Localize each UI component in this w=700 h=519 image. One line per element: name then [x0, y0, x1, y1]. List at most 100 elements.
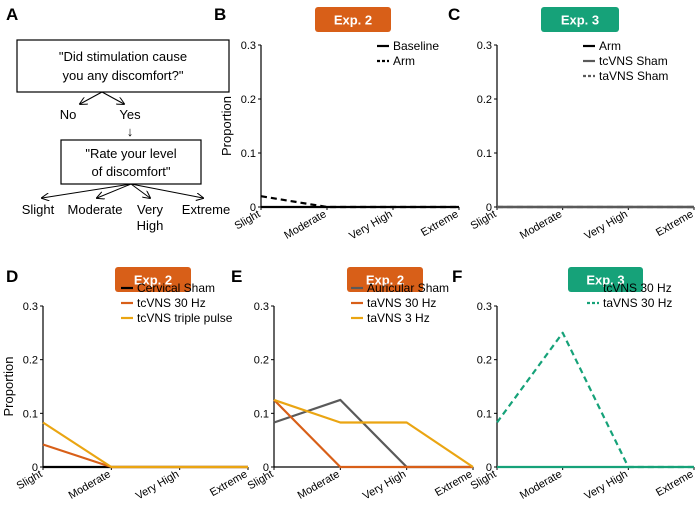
panel-letter-e: E — [231, 267, 242, 286]
arrow-slight — [42, 183, 132, 198]
y-axis-title-b: Proportion — [219, 96, 234, 156]
arrow-moderate — [97, 183, 132, 198]
x-tick-label-b: Extreme — [419, 208, 460, 239]
series-line-e-3 — [273, 398, 474, 468]
legend-label-d-1: Cervical Sham — [137, 281, 215, 295]
x-tick-label-f: Slight — [469, 468, 499, 492]
legend-label-d-3: tcVNS triple pulse — [137, 311, 233, 325]
y-tick-label-f: 0 — [486, 462, 492, 474]
series-line-e-2 — [273, 399, 473, 469]
x-tick-label-f: Extreme — [654, 468, 695, 499]
legend-label-e-3: taVNS 3 Hz — [367, 311, 430, 325]
option-moderate: Moderate — [68, 202, 123, 217]
x-tick-label-b: Moderate — [282, 208, 328, 242]
x-tick-label-e: Moderate — [296, 468, 342, 502]
y-tick-label-d: 0.1 — [23, 408, 38, 420]
x-tick-label-c: Extreme — [654, 208, 695, 239]
legend-label-f-2: taVNS 30 Hz — [603, 296, 672, 310]
x-tick-label-e: Very High — [361, 468, 408, 502]
y-tick-label-e: 0 — [263, 462, 269, 474]
experiment-badge-f — [568, 267, 643, 292]
experiment-badge-c — [541, 7, 619, 32]
x-tick-label-e: Slight — [246, 468, 276, 492]
experiment-badge-label-c: Exp. 3 — [561, 13, 599, 28]
flowchart-panel: A "Did stimulation cause you any discomf… — [6, 5, 230, 233]
chart-c: C Exp. 3 0 0.1 0.2 0.3 Slight Moderate Very High… — [448, 5, 696, 242]
chart-d: D Exp. 2 0 0.1 0.2 0.3 Slight Moderate Very High… — [1, 267, 250, 502]
chart-b: B Exp. 2 0 0.1 0.2 0.3 Slight Moderate Very High… — [214, 5, 461, 242]
legend-label-d-2: tcVNS 30 Hz — [137, 296, 206, 310]
arrow-very-high — [130, 183, 150, 198]
y-tick-label-c: 0.1 — [477, 148, 492, 160]
arrow-no — [80, 91, 103, 104]
legend-label-b-2: Arm — [393, 54, 415, 68]
y-tick-label-f: 0.3 — [477, 301, 492, 313]
x-tick-label-d: Moderate — [67, 468, 113, 502]
arrow-extreme — [130, 183, 203, 198]
question-1-line-1: "Did stimulation cause — [59, 49, 187, 64]
experiment-badge-label-e: Exp. 2 — [366, 273, 404, 288]
question-box-1 — [16, 39, 230, 93]
series-line-f-2 — [496, 331, 694, 469]
y-tick-label-e: 0.2 — [254, 355, 269, 367]
legend-label-f-1: tcVNS 30 Hz — [603, 281, 672, 295]
x-tick-label-c: Slight — [469, 208, 499, 232]
experiment-badge-label-f: Exp. 3 — [586, 273, 624, 288]
x-tick-label-d: Extreme — [208, 468, 249, 499]
y-tick-label-c: 0.3 — [477, 40, 492, 52]
down-arrow-icon: ↓ — [127, 124, 134, 139]
question-1-line-2: you any discomfort?" — [63, 68, 184, 83]
series-line-d-3 — [42, 421, 248, 469]
x-tick-label-c: Moderate — [518, 208, 564, 242]
y-tick-label-e: 0.3 — [254, 301, 269, 313]
option-slight: Slight — [22, 202, 55, 217]
panel-letter-b: B — [214, 5, 226, 24]
y-tick-label-b: 0.2 — [241, 94, 256, 106]
series-line-b-2 — [260, 195, 459, 209]
chart-e: E Exp. 2 0 0.1 0.2 0.3 Slight Moderate Very High… — [231, 267, 475, 502]
y-tick-label-b: 0.1 — [241, 148, 256, 160]
option-very-high-second-line: High — [137, 218, 164, 233]
x-tick-label-c: Very High — [583, 208, 630, 242]
option-extreme: Extreme — [182, 202, 230, 217]
x-tick-label-b: Very High — [347, 208, 394, 242]
y-tick-label-c: 0 — [486, 202, 492, 214]
question-2-line-2: of discomfort" — [91, 164, 170, 179]
y-tick-label-b: 0.3 — [241, 40, 256, 52]
x-tick-label-f: Moderate — [518, 468, 564, 502]
x-tick-label-b: Slight — [233, 208, 263, 232]
x-tick-label-d: Slight — [15, 468, 45, 492]
y-tick-label-b: 0 — [250, 202, 256, 214]
question-2-line-1: "Rate your level — [85, 146, 176, 161]
legend-label-b-1: Baseline — [393, 39, 439, 53]
option-very: Very — [137, 202, 164, 217]
y-tick-label-f: 0.2 — [477, 355, 492, 367]
x-tick-label-e: Extreme — [433, 468, 474, 499]
y-tick-label-f: 0.1 — [477, 408, 492, 420]
experiment-badge-label-d: Exp. 2 — [134, 273, 172, 288]
experiment-badge-e — [347, 267, 423, 292]
x-tick-label-d: Very High — [134, 468, 181, 502]
y-tick-label-c: 0.2 — [477, 94, 492, 106]
experiment-badge-d — [115, 267, 191, 292]
answer-no: No — [60, 107, 77, 122]
y-tick-label-d: 0 — [32, 462, 38, 474]
legend-label-c-3: taVNS Sham — [599, 69, 668, 83]
chart-f: F Exp. 3 0 0.1 0.2 0.3 Slight Moderate Very High… — [452, 267, 696, 502]
legend-label-c-2: tcVNS Sham — [599, 54, 668, 68]
panel-letter-f: F — [452, 267, 462, 286]
legend-label-c-1: Arm — [599, 39, 621, 53]
series-line-d-2 — [42, 443, 248, 469]
panel-letter-a: A — [6, 5, 18, 24]
x-tick-label-f: Very High — [583, 468, 630, 502]
panel-letter-d: D — [6, 267, 18, 286]
y-tick-label-e: 0.1 — [254, 408, 269, 420]
question-box-2 — [60, 139, 202, 185]
y-tick-label-d: 0.2 — [23, 355, 38, 367]
y-tick-label-d: 0.3 — [23, 301, 38, 313]
legend-label-e-1: Auricular Sham — [367, 281, 449, 295]
experiment-badge-b — [315, 7, 391, 32]
panel-letter-c: C — [448, 5, 460, 24]
y-axis-title-d: Proportion — [1, 357, 16, 417]
